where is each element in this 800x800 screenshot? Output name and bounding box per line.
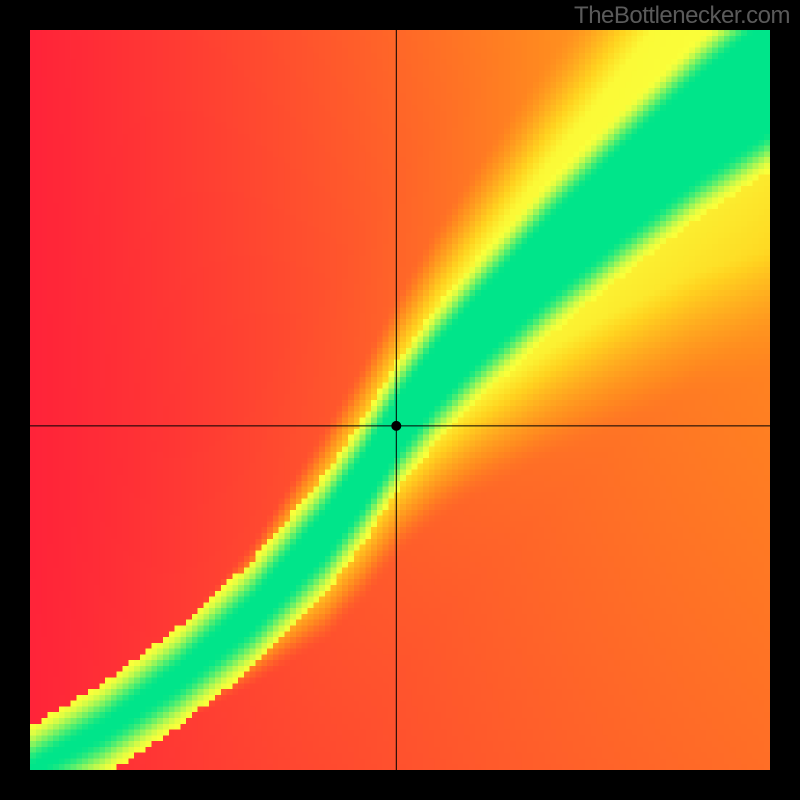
chart-container: TheBottlenecker.com [0,0,800,800]
heatmap-canvas [30,30,770,770]
watermark-label: TheBottlenecker.com [574,2,790,30]
